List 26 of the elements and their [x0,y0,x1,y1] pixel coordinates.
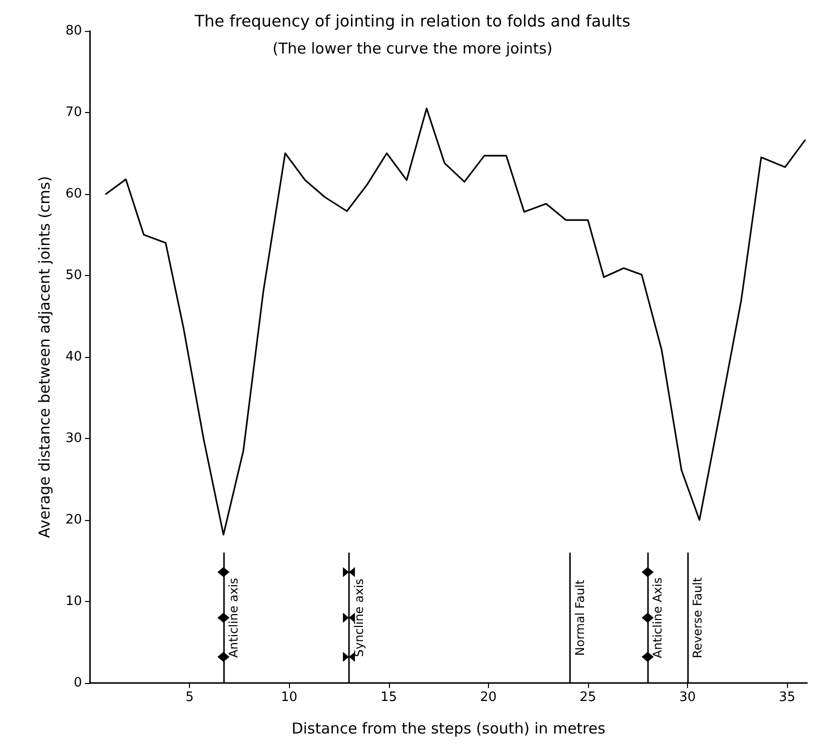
x-tick-label: 10 [280,690,298,705]
line-series [105,108,806,536]
y-tick-label: 70 [65,105,82,120]
ref-line-label: Anticline Axis [650,577,665,658]
x-axis-title: Distance from the steps (south) in metres [292,720,606,738]
ref-line-label: Normal Fault [572,579,587,656]
y-tick-label: 80 [65,24,82,38]
x-tick-label: 30 [679,690,696,705]
y-tick-label: 60 [65,186,82,202]
text: (The lower the curve the more joints) [272,40,553,58]
x-tick-label: 20 [480,690,497,705]
y-tick-label: 0 [74,676,82,690]
y-tick-label: 10 [65,594,82,609]
ref-line-label: Anticline axis [226,578,240,658]
ref-line-label: Syncline axis [352,578,366,658]
x-tick-label: 25 [580,690,596,705]
y-tick-label: 20 [65,512,82,528]
x-tick-label: 35 [778,690,796,705]
y-tick-label: 40 [65,350,82,364]
y-tick-label: 50 [65,268,82,283]
ref-line-label: Reverse Fault [690,577,704,658]
x-tick-label: 5 [185,690,194,705]
x-tick-label: 15 [380,690,398,705]
chart-title: The frequency of jointing in relation to folds and faults [194,12,630,30]
y-axis-title: Average distance between adjacent joints (cms) [36,176,54,538]
y-tick-label: 30 [65,431,82,446]
